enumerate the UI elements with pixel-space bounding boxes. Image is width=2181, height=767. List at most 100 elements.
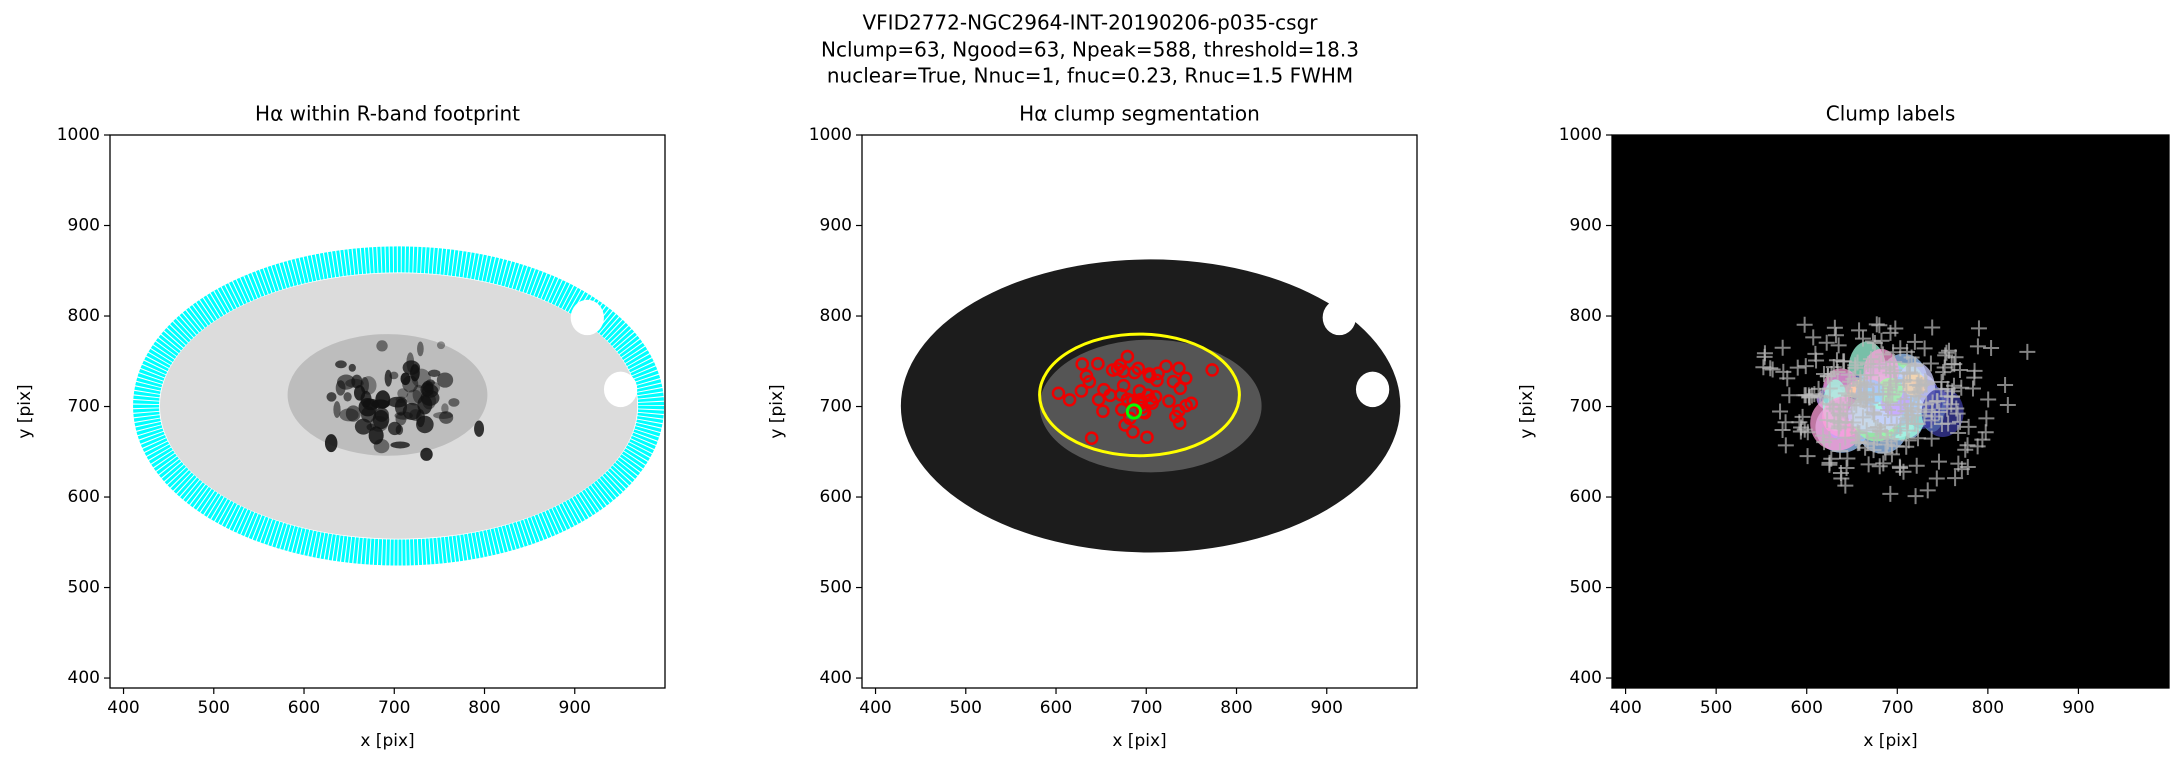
x-tick-label: 400 <box>1609 698 1641 718</box>
image-feature <box>387 421 402 436</box>
peak-marker <box>1924 394 1941 411</box>
peak-marker <box>1854 330 1871 347</box>
peak-marker <box>1950 424 1967 441</box>
peak-marker <box>1943 356 1960 373</box>
peak-marker <box>1864 385 1881 402</box>
x-tick-label: 600 <box>1790 698 1822 718</box>
figure-title: nuclear=True, Nnuc=1, fnuc=0.23, Rnuc=1.… <box>827 64 1353 88</box>
peak-marker <box>1859 356 1876 373</box>
peak-marker <box>1823 450 1840 467</box>
image-feature <box>243 543 277 579</box>
y-tick-label: 800 <box>1570 306 1602 326</box>
peak-marker <box>1819 368 1836 385</box>
peak-marker <box>1840 387 1857 404</box>
x-tick-label: 600 <box>288 698 320 718</box>
x-axis-label: x [pix] <box>360 731 414 751</box>
peak-marker <box>1909 430 1926 447</box>
image-feature <box>1074 384 1089 398</box>
peak-marker <box>1756 345 1773 362</box>
image-feature <box>420 447 433 461</box>
peak-marker <box>1874 346 1891 363</box>
peak-marker <box>1852 370 1869 387</box>
axes-title: Hα clump segmentation <box>1019 102 1260 126</box>
peak-marker <box>1908 457 1925 474</box>
peak-marker <box>1924 319 1941 336</box>
peak-marker <box>1938 344 1955 361</box>
image-feature <box>1103 388 1117 403</box>
peak-marker <box>1916 340 1933 357</box>
peak-marker <box>1918 396 1935 413</box>
y-tick-label: 900 <box>68 216 100 236</box>
peak-marker <box>1755 359 1772 376</box>
image-feature <box>1172 361 1186 376</box>
image-feature <box>1322 299 1356 336</box>
peak-marker <box>1900 355 1917 372</box>
y-tick-label: 800 <box>68 306 100 326</box>
image-feature <box>436 341 446 350</box>
peak-marker <box>1775 363 1792 380</box>
image-feature <box>441 403 449 414</box>
y-tick-label: 700 <box>1570 397 1602 417</box>
image-feature <box>397 388 409 399</box>
axes-frame <box>1611 134 2170 689</box>
image-feature <box>1079 369 1094 383</box>
peak-marker <box>1974 431 1991 448</box>
peak-marker <box>1885 344 1902 361</box>
image-feature <box>324 434 338 453</box>
image-feature <box>373 439 390 454</box>
image-feature <box>348 363 356 372</box>
peak-marker <box>1862 367 1879 384</box>
peak-marker <box>1797 358 1814 375</box>
image <box>1612 135 2169 688</box>
image-feature <box>1116 378 1131 393</box>
x-tick-label: 700 <box>1881 698 1913 718</box>
x-tick-label: 500 <box>950 698 982 718</box>
peak-marker <box>1969 338 1986 355</box>
image-feature <box>360 406 377 423</box>
peak-marker <box>1907 488 1924 505</box>
x-tick-label: 900 <box>559 698 591 718</box>
image-feature <box>1172 416 1187 431</box>
y-axis-label: y [pix] <box>1517 384 1537 438</box>
image-feature <box>417 341 424 357</box>
peak-marker <box>1892 340 1909 357</box>
image-feature <box>1062 393 1077 407</box>
image-feature <box>1166 374 1181 389</box>
image-feature <box>360 377 369 394</box>
peak-marker <box>1821 430 1838 447</box>
peak-marker <box>1847 357 1864 374</box>
x-tick-label: 700 <box>1130 698 1162 718</box>
image-feature <box>374 407 389 422</box>
peak-marker <box>1931 403 1948 420</box>
y-tick-label: 700 <box>68 397 100 417</box>
image-feature <box>1126 425 1140 439</box>
image-feature <box>421 384 439 398</box>
image-feature <box>416 409 425 428</box>
image-feature <box>1091 392 1106 407</box>
axes-title: Hα within R-band footprint <box>255 102 520 126</box>
peak-marker <box>1805 329 1822 346</box>
peak-marker <box>1923 412 1940 429</box>
y-tick-label: 400 <box>820 668 852 688</box>
peak-marker <box>1880 382 1897 399</box>
peak-marker <box>1824 396 1841 413</box>
image-feature <box>439 411 454 424</box>
image-feature <box>402 375 419 393</box>
peak-marker <box>1964 380 1981 397</box>
peak-marker <box>1871 422 1888 439</box>
y-tick-label: 500 <box>68 578 100 598</box>
peak-marker <box>1774 422 1791 439</box>
y-tick-label: 900 <box>1570 216 1602 236</box>
image-feature <box>1159 359 1173 374</box>
peak-marker <box>1840 366 1857 383</box>
image-feature <box>1113 358 1127 373</box>
peak-marker <box>1886 365 1903 382</box>
peak-marker <box>1933 416 1950 433</box>
x-tick-label: 700 <box>378 698 410 718</box>
image-feature <box>133 246 665 566</box>
peak-marker <box>1837 429 1854 446</box>
peak-marker <box>1899 415 1916 432</box>
image-feature <box>1355 371 1390 408</box>
image-feature <box>366 423 376 431</box>
